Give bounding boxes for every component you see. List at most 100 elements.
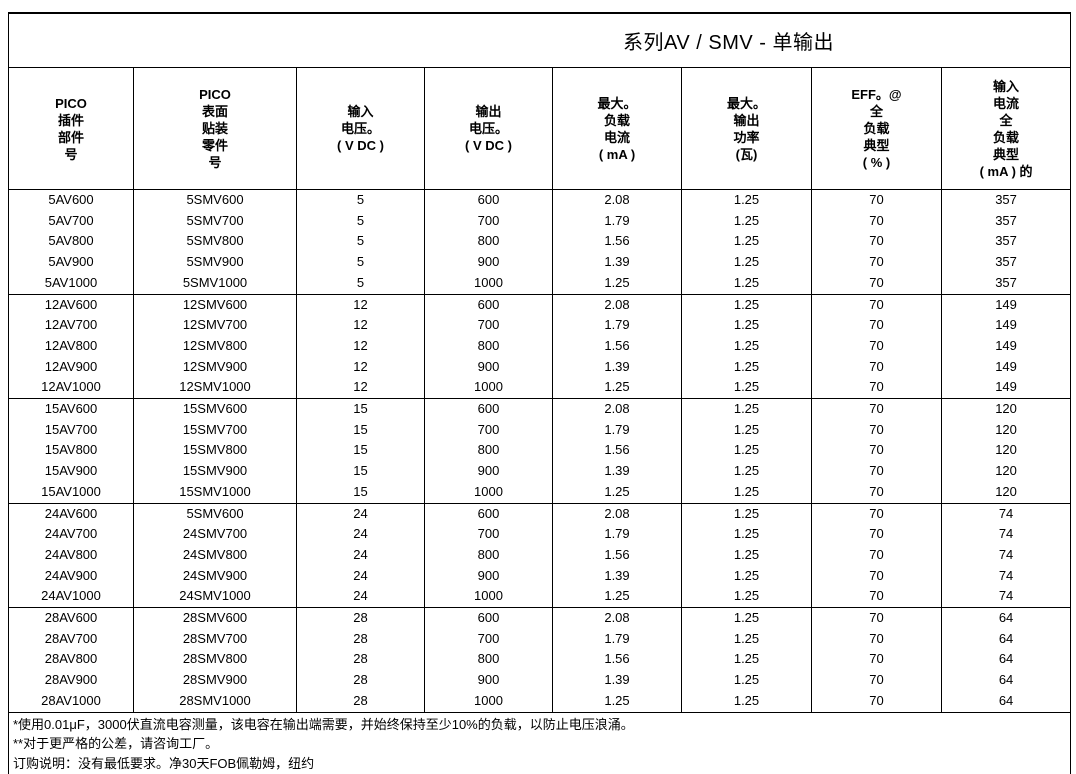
- cell-max-output-power: 1.25: [681, 607, 812, 629]
- cell-max-output-power: 1.25: [681, 690, 812, 713]
- header-line: (瓦): [735, 146, 758, 162]
- cell-max-load-current: 1.56: [552, 544, 682, 566]
- cell-max-output-power: 1.25: [681, 649, 812, 671]
- cell-input-voltage: 5: [296, 272, 425, 295]
- cell-efficiency-full-load: 70: [811, 293, 942, 316]
- cell-efficiency-full-load: 70: [811, 649, 942, 671]
- cell-output-voltage: 800: [424, 231, 553, 253]
- table-row: 12AV1000 12SMV1000 12 1000 1.25 1.25 70 149: [8, 377, 1072, 399]
- cell-pico-plugin-part-number: 5AV600: [8, 188, 134, 211]
- cell-efficiency-full-load: 70: [811, 335, 942, 357]
- cell-pico-smd-part-number: 12SMV700: [133, 315, 297, 336]
- cell-input-voltage: 12: [296, 315, 425, 336]
- cell-efficiency-full-load: 70: [811, 210, 942, 232]
- cell-output-voltage: 1000: [424, 481, 553, 504]
- header-line: 电流: [993, 95, 1020, 111]
- header-line: 号: [208, 155, 222, 170]
- header-line: ( V DC ): [465, 138, 512, 153]
- cell-pico-plugin-part-number: 24AV1000: [8, 586, 134, 608]
- cell-efficiency-full-load: 70: [811, 690, 942, 713]
- cell-max-output-power: 1.25: [681, 670, 812, 691]
- cell-output-voltage: 600: [424, 293, 553, 316]
- cell-pico-smd-part-number: 12SMV600: [133, 293, 297, 316]
- cell-output-voltage: 600: [424, 398, 553, 420]
- cell-input-voltage: 15: [296, 440, 425, 462]
- cell-max-output-power: 1.25: [681, 398, 812, 420]
- cell-pico-smd-part-number: 5SMV600: [133, 502, 297, 525]
- table-row: 28AV900 28SMV900 28 900 1.39 1.25 70 64: [8, 670, 1072, 691]
- cell-max-output-power: 1.25: [681, 502, 812, 525]
- cell-pico-smd-part-number: 15SMV600: [133, 398, 297, 420]
- header-line: 号: [64, 146, 78, 162]
- cell-pico-smd-part-number: 28SMV900: [133, 670, 297, 691]
- cell-input-current-full-load: 120: [940, 481, 1072, 504]
- cell-output-voltage: 700: [424, 210, 553, 232]
- cell-input-voltage: 24: [296, 524, 425, 545]
- cell-max-load-current: 1.56: [552, 335, 682, 357]
- cell-max-output-power: 1.25: [681, 377, 812, 399]
- cell-pico-smd-part-number: 15SMV800: [133, 440, 297, 462]
- cell-pico-plugin-part-number: 24AV600: [8, 502, 134, 525]
- column-header-max-output-power: 最大。 输出 功率 (瓦): [681, 67, 812, 190]
- column-header-pico-plugin-part-number: PICO 插件 部件号: [8, 67, 134, 190]
- column-header-input-current-full-load: 输入 电流全负载 典型( mA ) 的: [940, 67, 1072, 190]
- header-line: ( mA ): [598, 146, 636, 162]
- header-line: ( V DC ): [337, 138, 384, 153]
- cell-input-current-full-load: 74: [940, 502, 1072, 525]
- cell-input-voltage: 28: [296, 607, 425, 629]
- cell-output-voltage: 900: [424, 670, 553, 691]
- cell-pico-smd-part-number: 24SMV800: [133, 544, 297, 566]
- table-row: 15AV1000 15SMV1000 15 1000 1.25 1.25 70 120: [8, 481, 1072, 504]
- cell-pico-smd-part-number: 24SMV900: [133, 565, 297, 587]
- cell-efficiency-full-load: 70: [811, 544, 942, 566]
- cell-pico-smd-part-number: 12SMV1000: [133, 377, 297, 399]
- cell-pico-smd-part-number: 24SMV700: [133, 524, 297, 545]
- cell-max-load-current: 1.79: [552, 628, 682, 650]
- cell-pico-plugin-part-number: 28AV900: [8, 670, 134, 691]
- cell-pico-smd-part-number: 28SMV700: [133, 628, 297, 650]
- cell-input-current-full-load: 64: [940, 628, 1072, 650]
- header-line: 输出: [475, 104, 502, 119]
- cell-efficiency-full-load: 70: [811, 315, 942, 336]
- header-line: 输出: [733, 112, 760, 128]
- page-title: 系列AV / SMV - 单输出: [7, 13, 1072, 68]
- cell-max-output-power: 1.25: [681, 252, 812, 273]
- cell-max-output-power: 1.25: [681, 565, 812, 587]
- cell-max-load-current: 1.56: [552, 440, 682, 462]
- cell-input-voltage: 28: [296, 670, 425, 691]
- cell-input-current-full-load: 64: [940, 607, 1072, 629]
- header-line: 负载: [993, 129, 1020, 145]
- cell-pico-plugin-part-number: 24AV700: [8, 524, 134, 545]
- cell-pico-smd-part-number: 5SMV900: [133, 252, 297, 273]
- table-row: 28AV700 28SMV700 28 700 1.79 1.25 70 64: [8, 628, 1072, 650]
- cell-output-voltage: 1000: [424, 377, 553, 399]
- cell-max-load-current: 2.08: [552, 293, 682, 316]
- cell-pico-plugin-part-number: 15AV900: [8, 461, 134, 482]
- table-row: 12AV800 12SMV800 12 800 1.56 1.25 70 149: [8, 335, 1072, 357]
- cell-pico-smd-part-number: 5SMV1000: [133, 272, 297, 295]
- cell-input-current-full-load: 357: [940, 231, 1072, 253]
- cell-pico-smd-part-number: 15SMV700: [133, 419, 297, 441]
- table-row: 5AV700 5SMV700 5 700 1.79 1.25 70 357: [8, 210, 1072, 232]
- cell-output-voltage: 800: [424, 335, 553, 357]
- table-row: 15AV800 15SMV800 15 800 1.56 1.25 70 120: [8, 440, 1072, 462]
- cell-max-output-power: 1.25: [681, 210, 812, 232]
- cell-input-voltage: 24: [296, 502, 425, 525]
- cell-efficiency-full-load: 70: [811, 356, 942, 378]
- cell-input-voltage: 12: [296, 335, 425, 357]
- cell-input-voltage: 5: [296, 210, 425, 232]
- cell-output-voltage: 900: [424, 461, 553, 482]
- cell-pico-smd-part-number: 12SMV800: [133, 335, 297, 357]
- cell-pico-smd-part-number: 28SMV600: [133, 607, 297, 629]
- cell-max-load-current: 1.25: [552, 377, 682, 399]
- cell-input-voltage: 28: [296, 628, 425, 650]
- cell-efficiency-full-load: 70: [811, 586, 942, 608]
- cell-output-voltage: 800: [424, 440, 553, 462]
- table-row: 24AV600 5SMV600 24 600 2.08 1.25 70 74: [8, 502, 1072, 525]
- cell-max-output-power: 1.25: [681, 231, 812, 253]
- cell-input-current-full-load: 120: [940, 398, 1072, 420]
- cell-input-voltage: 5: [296, 188, 425, 211]
- cell-input-voltage: 12: [296, 293, 425, 316]
- spec-table: 系列AV / SMV - 单输出 PICO 插件 部件号 PICO 表面 贴装 零件号输入电…: [7, 12, 1072, 774]
- cell-input-current-full-load: 149: [940, 377, 1072, 399]
